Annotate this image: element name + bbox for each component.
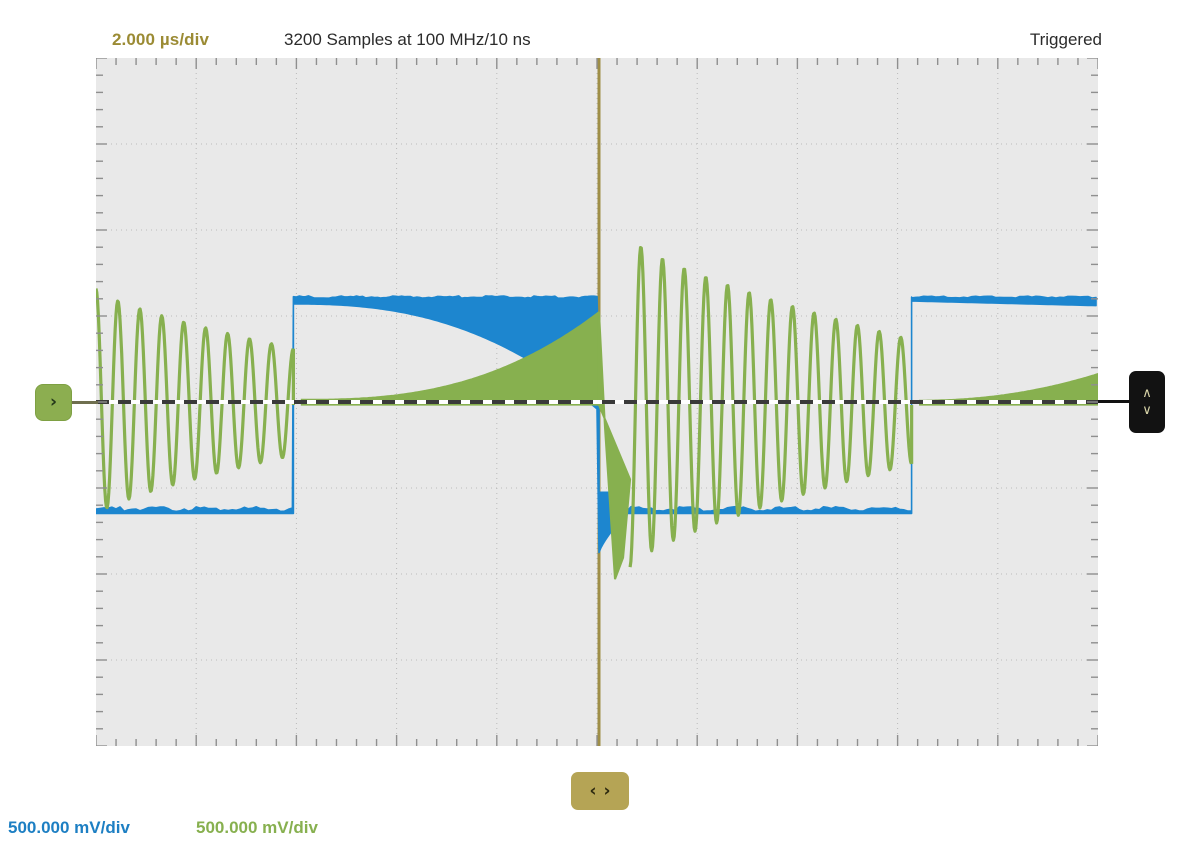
channel-scale-bar: 500.000 mV/div 500.000 mV/div	[0, 818, 1200, 853]
acquisition-readout: 3200 Samples at 100 MHz/10 ns	[284, 30, 531, 49]
timebase-readout[interactable]: 2.000 µs/div	[112, 30, 209, 49]
status-bar: 2.000 µs/div 3200 Samples at 100 MHz/10 …	[0, 0, 1200, 55]
channel2-ground-marker[interactable]: ›	[36, 385, 71, 420]
vertical-position-control[interactable]: ∧ ∨	[1129, 371, 1165, 433]
chevron-right-icon: ›	[49, 392, 57, 412]
channel-marker-stem	[70, 401, 98, 404]
channel2-scale-readout[interactable]: 500.000 mV/div	[196, 818, 318, 837]
chevron-down-icon[interactable]: ∨	[1142, 403, 1152, 418]
graticule-ticks	[96, 58, 1098, 746]
chevron-left-icon[interactable]: ‹	[589, 780, 597, 801]
horizontal-position-control[interactable]: ‹ ›	[571, 772, 629, 810]
channel1-scale-readout[interactable]: 500.000 mV/div	[8, 818, 130, 837]
trigger-status-readout: Triggered	[1029, 30, 1102, 49]
waveform-traces	[96, 246, 1098, 580]
scope-display[interactable]	[96, 58, 1098, 746]
chevron-up-icon[interactable]: ∧	[1142, 386, 1152, 401]
chevron-right-icon[interactable]: ›	[603, 780, 611, 801]
vertical-control-stem	[1098, 400, 1130, 403]
